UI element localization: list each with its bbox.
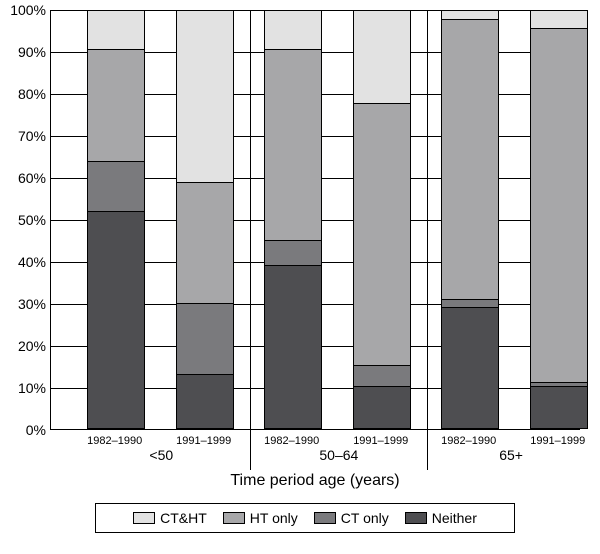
bar — [353, 10, 411, 429]
bar-segment-ht_only — [177, 182, 233, 303]
bar-segment-neither — [354, 386, 410, 428]
group-separator — [250, 10, 251, 470]
bar-label: 1982–1990 — [80, 435, 150, 447]
stacked-bar-chart: 0% 10% 20% 30% 40% 50% 60% 70% 80% 90% 100% 1982–1… — [0, 0, 600, 554]
bar-segment-neither — [177, 374, 233, 428]
legend-item: CT&HT — [133, 510, 207, 526]
bar-label: 1991–1999 — [346, 435, 416, 447]
y-tick-label: 40% — [18, 254, 46, 270]
bar-segment-ct_ht — [265, 11, 321, 49]
legend-label: HT only — [250, 510, 298, 526]
plot-area — [50, 10, 580, 430]
bar-segment-ht_only — [354, 103, 410, 366]
y-tick-label: 60% — [18, 170, 46, 186]
y-axis: 0%10%20%30%40%50%60%70%80%90%100% — [0, 10, 50, 430]
bar-segment-neither — [531, 386, 587, 428]
bar-segment-ct_only — [354, 365, 410, 386]
bar-segment-ct_ht — [531, 11, 587, 28]
y-tick-label: 30% — [18, 296, 46, 312]
y-tick-label: 100% — [10, 2, 46, 18]
bar-segment-ct_ht — [177, 11, 233, 182]
group-separator — [427, 10, 428, 470]
bar-segment-ct_only — [442, 299, 498, 307]
y-tick-label: 70% — [18, 128, 46, 144]
bar-label: 1991–1999 — [523, 435, 593, 447]
legend-item: HT only — [223, 510, 298, 526]
bar — [264, 10, 322, 429]
bar-segment-neither — [88, 211, 144, 428]
bar-segment-ht_only — [442, 19, 498, 298]
legend-label: CT only — [341, 510, 389, 526]
group-label: 50–64 — [309, 447, 369, 463]
y-tick-label: 20% — [18, 338, 46, 354]
group-label: <50 — [131, 447, 191, 463]
y-tick-label: 80% — [18, 86, 46, 102]
bar — [441, 10, 499, 429]
bar-label: 1991–1999 — [169, 435, 239, 447]
x-axis-title: Time period age (years) — [50, 472, 580, 490]
bar-segment-ht_only — [265, 49, 321, 241]
y-tick-label: 0% — [26, 422, 46, 438]
bar-segment-ct_ht — [442, 11, 498, 19]
bar-segment-ht_only — [88, 49, 144, 162]
legend-label: Neither — [432, 510, 477, 526]
legend-label: CT&HT — [160, 510, 207, 526]
bar-segment-neither — [265, 265, 321, 428]
y-tick-label: 50% — [18, 212, 46, 228]
bar-segment-neither — [442, 307, 498, 428]
bar-segment-ct_ht — [88, 11, 144, 49]
legend-swatch — [223, 512, 245, 524]
bar-label: 1982–1990 — [434, 435, 504, 447]
bar — [87, 10, 145, 429]
bar-label: 1982–1990 — [257, 435, 327, 447]
bar-segment-ct_ht — [354, 11, 410, 103]
legend-item: Neither — [405, 510, 477, 526]
bar-segment-ct_only — [88, 161, 144, 211]
legend-item: CT only — [314, 510, 389, 526]
legend-swatch — [314, 512, 336, 524]
legend: CT&HT HT only CT only Neither — [95, 503, 515, 533]
bar-segment-ct_only — [265, 240, 321, 265]
legend-swatch — [133, 512, 155, 524]
bar-segment-ct_only — [177, 303, 233, 374]
bar-segment-ht_only — [531, 28, 587, 382]
bar — [530, 10, 588, 429]
legend-swatch — [405, 512, 427, 524]
y-tick-label: 10% — [18, 380, 46, 396]
y-tick-label: 90% — [18, 44, 46, 60]
bar — [176, 10, 234, 429]
group-label: 65+ — [481, 447, 541, 463]
